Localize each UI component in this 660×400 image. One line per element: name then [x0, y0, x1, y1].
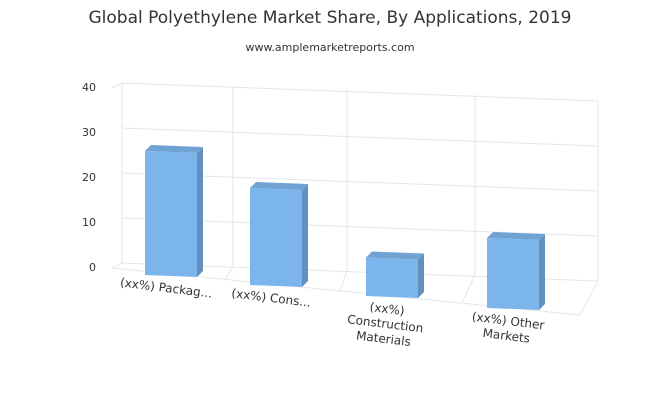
bar-front — [250, 188, 302, 287]
y-tick-label: 10 — [82, 216, 96, 229]
y-tick-label: 0 — [89, 261, 96, 274]
grid-line — [121, 82, 599, 102]
bar-side — [197, 147, 203, 277]
grid-line — [121, 127, 599, 147]
bar-top — [487, 232, 545, 240]
bar — [487, 232, 545, 310]
bar-front — [145, 151, 197, 277]
chart-title: Global Polyethylene Market Share, By App… — [89, 8, 572, 28]
bar-front — [366, 257, 418, 298]
bar-top — [145, 145, 203, 153]
chart-subtitle: www.amplemarketreports.com — [245, 41, 414, 54]
bar — [250, 182, 308, 287]
bar-side — [539, 234, 545, 310]
bar — [145, 145, 203, 277]
y-tick-label: 40 — [82, 81, 96, 94]
y-tick-label: 30 — [82, 126, 96, 139]
bar-side — [418, 253, 424, 298]
y-tick-label: 20 — [82, 171, 96, 184]
bar — [366, 251, 424, 298]
bar-side — [302, 184, 308, 287]
bar-front — [487, 238, 539, 310]
bar-top — [366, 251, 424, 260]
bar-top — [250, 182, 308, 190]
